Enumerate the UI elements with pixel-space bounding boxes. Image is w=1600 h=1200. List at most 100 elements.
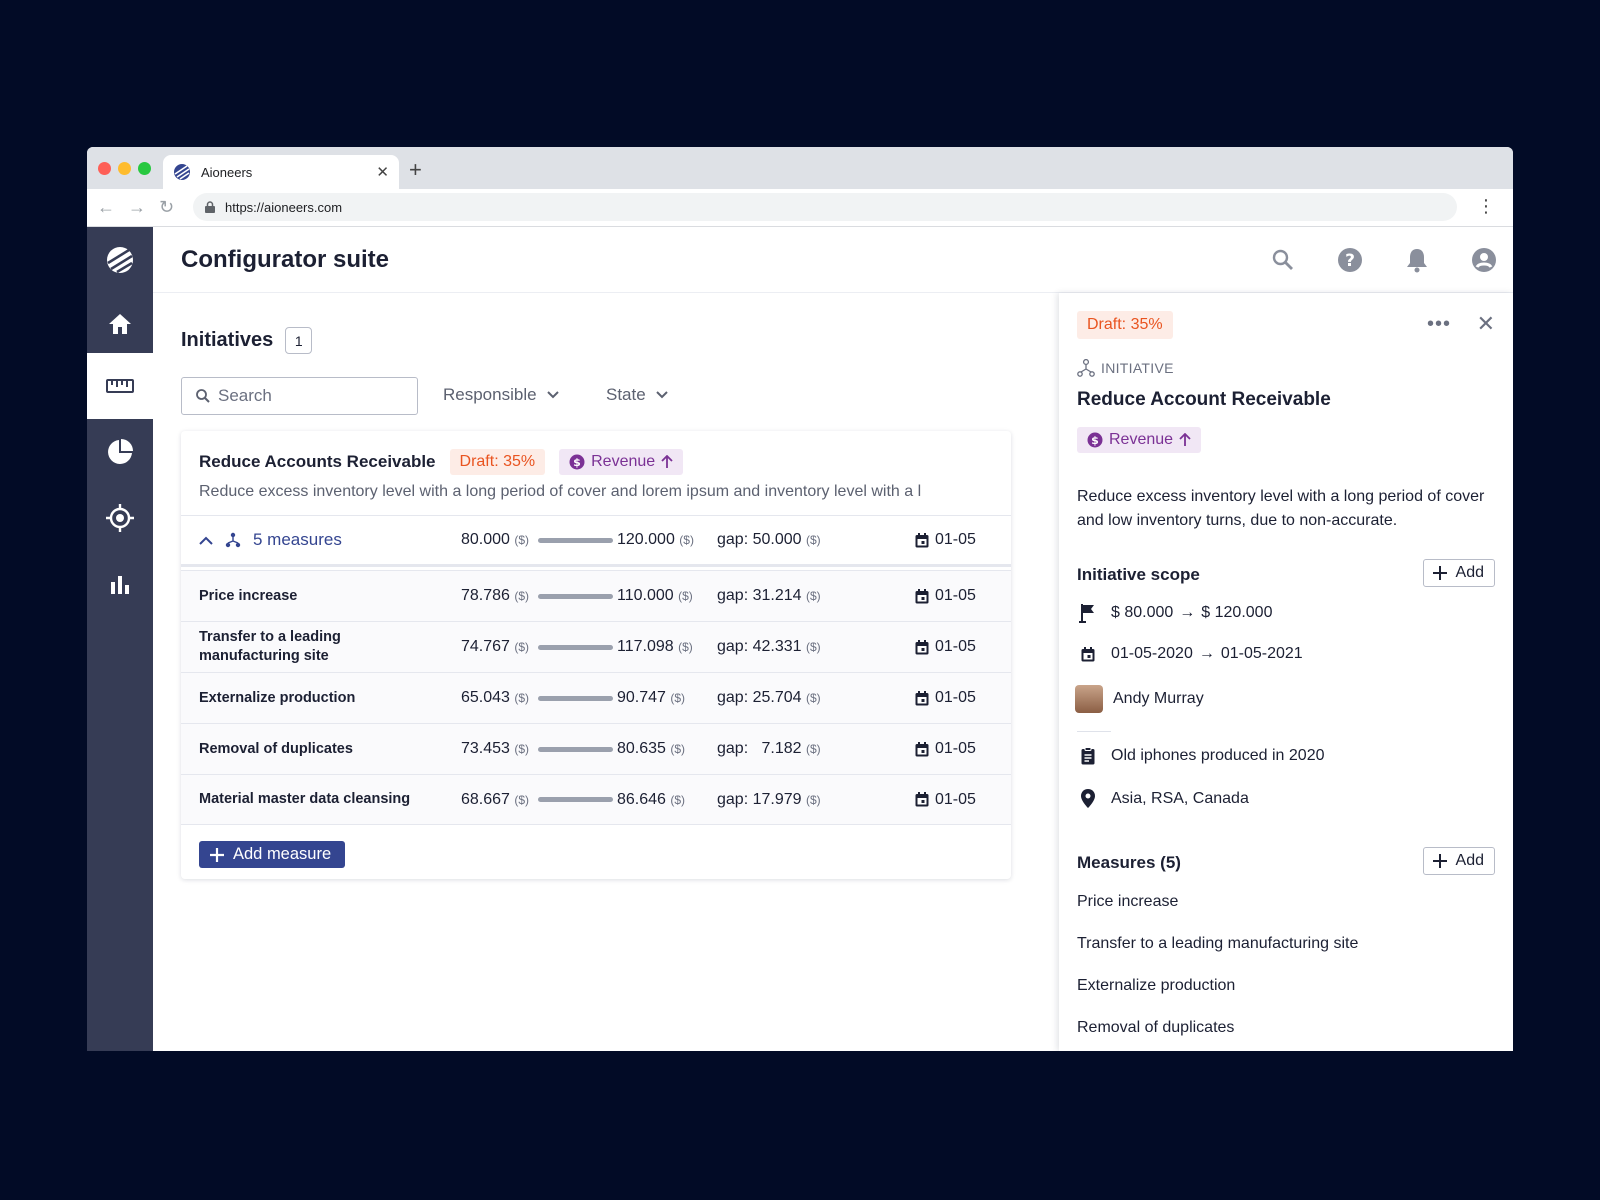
sidebar-item-reports[interactable] — [87, 551, 153, 617]
value-from: 78.786 ($) — [461, 587, 530, 604]
value-gap: gap: 25.704 ($) — [717, 689, 821, 706]
divider — [1077, 731, 1111, 732]
search-icon — [196, 389, 210, 403]
value-gap: gap: 31.214 ($) — [717, 587, 821, 604]
detail-panel: Draft: 35% ••• ✕ INITIATIVE Reduce Accou… — [1059, 293, 1513, 1051]
aioneers-logo-icon — [173, 163, 191, 181]
value-to: 117.098 ($) — [617, 638, 693, 655]
measure-name: Removal of duplicates — [199, 740, 353, 757]
calendar-icon — [915, 639, 929, 654]
chevron-down-icon — [546, 391, 559, 399]
value-from: 80.000 ($) — [461, 531, 530, 548]
initiative-description: Reduce excess inventory level with a lon… — [199, 483, 922, 500]
category-badge: $ Revenue — [1077, 427, 1202, 453]
value-gap: gap: 42.331 ($) — [717, 638, 821, 655]
ruler-icon — [106, 379, 134, 393]
browser-window: Aioneers ✕ + ← → ↻ https://aioneers.com … — [87, 147, 1513, 1051]
page-title: Configurator suite — [181, 245, 389, 273]
list-item[interactable]: Price increase — [1077, 893, 1179, 910]
progress-bar — [538, 797, 613, 802]
state-filter[interactable]: State — [606, 385, 668, 405]
sidebar-item-targets[interactable] — [87, 485, 153, 551]
svg-text:?: ? — [1345, 251, 1355, 271]
calendar-icon — [915, 741, 929, 756]
account-icon[interactable] — [1467, 243, 1501, 277]
help-icon[interactable]: ? — [1333, 243, 1367, 277]
arrow-up-icon — [1179, 433, 1191, 446]
start-date: 01-05 — [915, 587, 976, 605]
tab-bar: Aioneers ✕ + — [87, 147, 1513, 189]
close-window-button[interactable] — [98, 162, 111, 175]
pie-chart-icon — [108, 439, 133, 464]
url-field[interactable]: https://aioneers.com — [193, 193, 1457, 221]
start-date: 01-05 — [915, 791, 976, 809]
start-date: 01-05 — [915, 740, 976, 758]
sidebar-item-configurator[interactable] — [87, 353, 153, 419]
browser-tab[interactable]: Aioneers ✕ — [163, 155, 399, 189]
table-row[interactable]: Price increase 78.786 ($) 110.000 ($) ga… — [181, 570, 1011, 621]
arrow-up-icon — [661, 455, 673, 468]
initiative-card[interactable]: Reduce Accounts Receivable Draft: 35% $ … — [181, 431, 1011, 879]
target-icon — [106, 504, 134, 532]
add-measure-button[interactable]: Add measure — [199, 841, 346, 868]
table-row[interactable]: Material master data cleansing 68.667 ($… — [181, 774, 1011, 825]
main-area: Configurator suite ? — [153, 227, 1513, 1051]
svg-text:$: $ — [1091, 434, 1099, 447]
bell-icon[interactable] — [1400, 243, 1434, 277]
measures-toggle[interactable]: 5 measures — [199, 530, 342, 550]
chevron-up-icon — [199, 536, 213, 545]
search-box[interactable] — [181, 377, 418, 415]
svg-text:$: $ — [573, 456, 581, 469]
search-input[interactable] — [218, 386, 398, 406]
progress-bar — [538, 593, 613, 599]
add-measure-panel-button[interactable]: Add — [1422, 847, 1495, 875]
forward-icon[interactable]: → — [128, 197, 146, 217]
responsible-filter[interactable]: Responsible — [443, 385, 559, 405]
search-icon[interactable] — [1266, 243, 1300, 277]
reload-icon[interactable]: ↻ — [159, 197, 175, 217]
scope-date-range: 01-05-2020 → 01-05-2021 — [1077, 645, 1303, 663]
value-from: 65.043 ($) — [461, 689, 530, 706]
value-gap: gap: 50.000 ($) — [717, 531, 821, 548]
status-badge: Draft: 35% — [449, 449, 546, 475]
maximize-window-button[interactable] — [138, 162, 151, 175]
count-badge: 1 — [285, 327, 313, 354]
measures-summary-row[interactable]: 5 measures 80.000 ($) 120.000 ($) gap: 5… — [181, 515, 1011, 567]
more-options-icon[interactable]: ••• — [1426, 313, 1451, 335]
sidebar-item-analytics[interactable] — [87, 419, 153, 485]
back-icon[interactable]: ← — [97, 197, 115, 217]
scope-value-range: $ 80.000 → $ 120.000 — [1077, 603, 1272, 623]
clipboard-icon — [1081, 747, 1095, 765]
sidebar-logo-icon[interactable] — [87, 227, 153, 293]
sidebar-item-home[interactable] — [87, 291, 153, 357]
start-date: 01-05 — [915, 689, 976, 707]
plus-icon — [1432, 566, 1447, 580]
measure-name: Material master data cleansing — [199, 791, 411, 807]
scope-owner: Andy Murray — [1075, 685, 1204, 713]
add-scope-button[interactable]: Add — [1422, 559, 1495, 587]
category-badge: $ Revenue — [559, 449, 684, 475]
dollar-icon: $ — [1087, 432, 1103, 448]
section-heading: Initiatives — [181, 329, 274, 351]
address-bar: ← → ↻ https://aioneers.com ⋮ — [87, 189, 1513, 227]
table-row[interactable]: Transfer to a leading manufacturing site… — [181, 621, 1011, 672]
table-row[interactable]: Removal of duplicates 73.453 ($) 80.635 … — [181, 723, 1011, 774]
add-label: Add — [1455, 564, 1484, 581]
list-item[interactable]: Transfer to a leading manufacturing site — [1077, 935, 1359, 952]
minimize-window-button[interactable] — [118, 162, 131, 175]
browser-menu-icon[interactable]: ⋮ — [1477, 196, 1495, 216]
value-to: 90.747 ($) — [617, 689, 686, 706]
new-tab-icon[interactable]: + — [409, 157, 422, 182]
scope-heading: Initiative scope — [1077, 565, 1200, 584]
tab-close-icon[interactable]: ✕ — [376, 164, 389, 181]
measures-heading: Measures (5) — [1077, 853, 1181, 872]
table-row[interactable]: Externalize production 65.043 ($) 90.747… — [181, 672, 1011, 723]
value-to: 120.000 ($) — [617, 531, 694, 548]
start-date: 01-05 — [915, 531, 976, 549]
url-text: https://aioneers.com — [225, 199, 343, 215]
list-item[interactable]: Removal of duplicates — [1077, 1019, 1235, 1036]
close-icon[interactable]: ✕ — [1476, 311, 1495, 336]
category-label: Revenue — [591, 453, 656, 470]
list-item[interactable]: Externalize production — [1077, 977, 1236, 994]
progress-bar — [538, 746, 613, 752]
